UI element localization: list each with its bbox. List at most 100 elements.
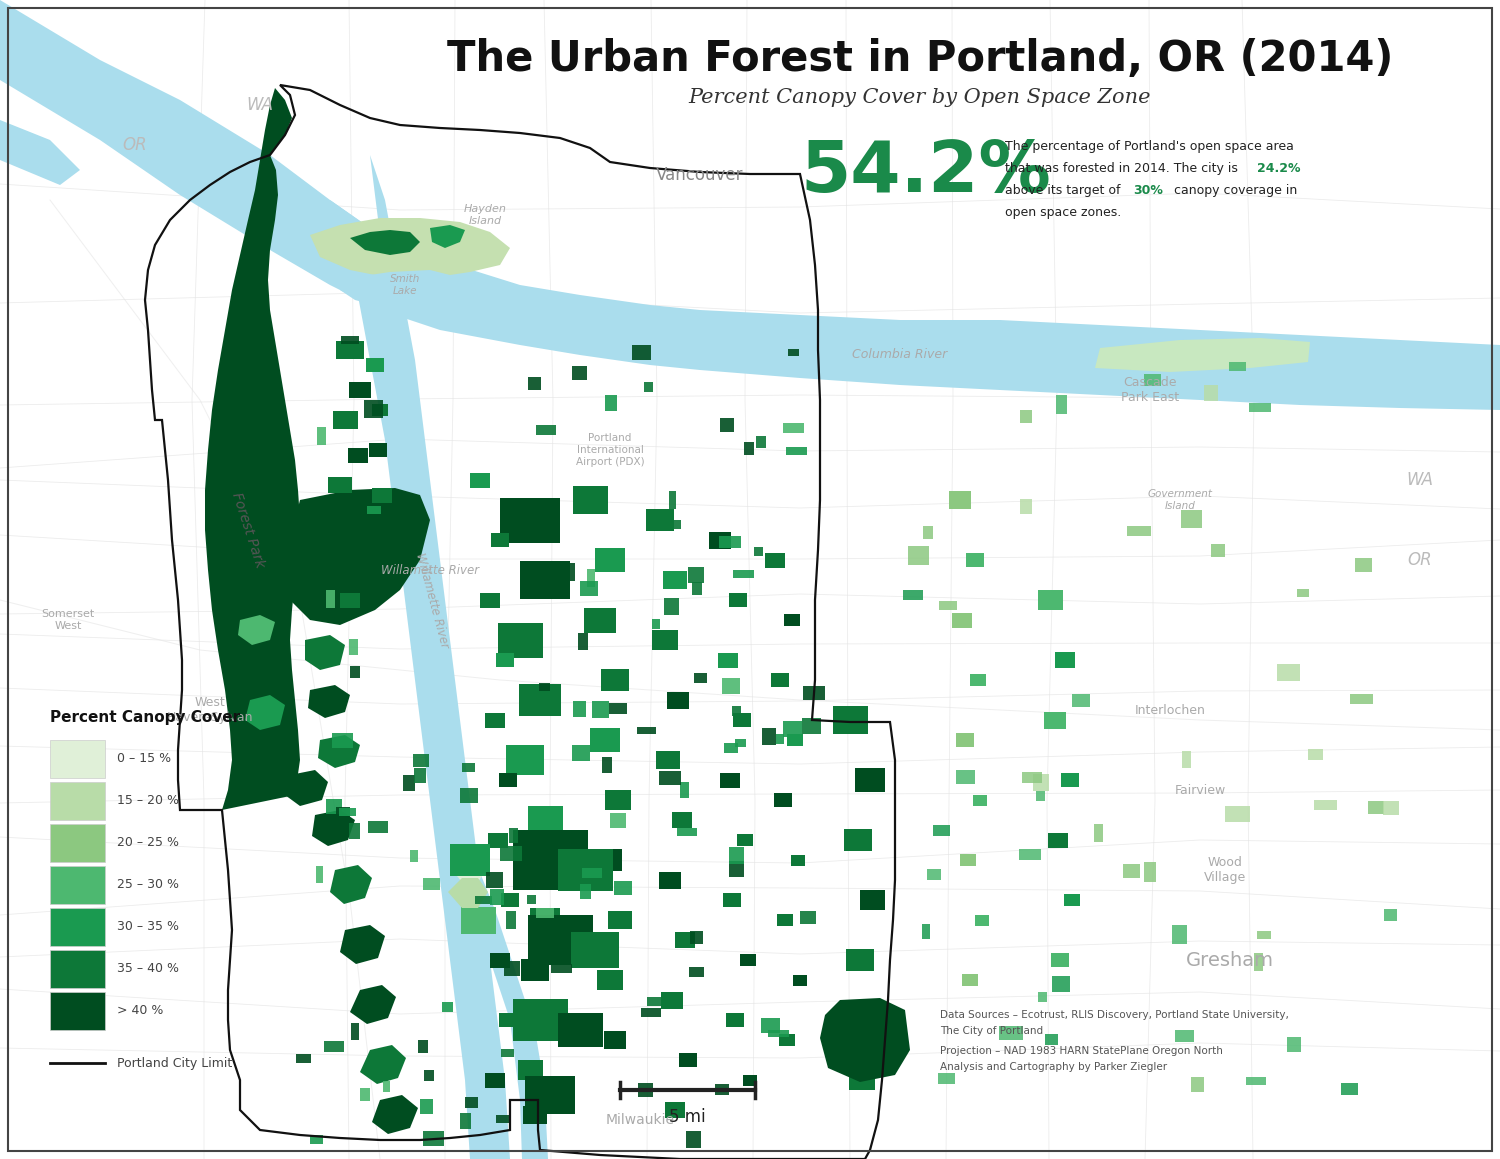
- Bar: [1038, 590, 1062, 610]
- Bar: [734, 713, 752, 727]
- Text: 0 – 15 %: 0 – 15 %: [117, 752, 171, 765]
- Bar: [1384, 910, 1396, 921]
- Bar: [800, 911, 816, 925]
- Polygon shape: [0, 0, 1500, 410]
- Bar: [692, 582, 702, 595]
- Bar: [664, 1102, 686, 1118]
- Bar: [788, 734, 802, 746]
- Bar: [369, 443, 387, 457]
- Bar: [1226, 806, 1250, 822]
- Text: 30%: 30%: [1132, 184, 1162, 197]
- Bar: [862, 1011, 886, 1029]
- Text: 30 – 35 %: 30 – 35 %: [117, 920, 178, 933]
- Text: Gresham: Gresham: [1186, 950, 1274, 969]
- Bar: [771, 673, 789, 687]
- Bar: [351, 665, 360, 678]
- Polygon shape: [285, 770, 328, 806]
- Bar: [939, 602, 957, 610]
- Bar: [922, 526, 933, 539]
- Bar: [550, 964, 573, 974]
- Bar: [1020, 500, 1032, 513]
- Bar: [1276, 664, 1300, 680]
- Bar: [939, 1073, 954, 1084]
- Bar: [844, 829, 871, 851]
- Polygon shape: [238, 615, 274, 646]
- Bar: [602, 757, 612, 773]
- Bar: [660, 511, 674, 518]
- Bar: [774, 793, 792, 807]
- Bar: [490, 953, 510, 968]
- Bar: [1254, 953, 1263, 970]
- Bar: [1314, 800, 1336, 810]
- Bar: [588, 569, 596, 588]
- Bar: [561, 563, 574, 581]
- Text: OR: OR: [1407, 551, 1432, 569]
- Text: 54.2%: 54.2%: [800, 138, 1050, 207]
- Bar: [615, 881, 632, 896]
- Bar: [651, 619, 660, 629]
- Bar: [348, 447, 368, 462]
- Bar: [1064, 894, 1080, 906]
- Bar: [609, 702, 627, 714]
- Bar: [658, 872, 681, 889]
- Bar: [783, 423, 804, 433]
- Text: The City of Portland: The City of Portland: [940, 1026, 1042, 1036]
- Bar: [450, 844, 491, 876]
- Bar: [744, 442, 754, 454]
- Bar: [975, 914, 988, 926]
- Bar: [1298, 589, 1310, 597]
- Bar: [788, 349, 800, 357]
- Bar: [999, 1026, 1023, 1040]
- Text: > 40 %: > 40 %: [117, 1005, 164, 1018]
- Text: Data Sources – Ecotrust, RLIS Discovery, Portland State University,: Data Sources – Ecotrust, RLIS Discovery,…: [940, 1009, 1288, 1020]
- Bar: [558, 1013, 603, 1047]
- Bar: [855, 768, 885, 792]
- Bar: [1246, 1077, 1266, 1086]
- Text: above its target of: above its target of: [1005, 184, 1125, 197]
- Bar: [520, 561, 570, 599]
- Bar: [322, 519, 330, 529]
- Bar: [526, 1009, 554, 1030]
- Text: Willamette River: Willamette River: [381, 563, 478, 576]
- Bar: [716, 1085, 729, 1095]
- Text: 25 – 30 %: 25 – 30 %: [117, 879, 178, 891]
- Bar: [1257, 931, 1270, 939]
- Bar: [350, 640, 358, 655]
- Polygon shape: [452, 858, 486, 882]
- Polygon shape: [312, 810, 356, 846]
- Bar: [350, 823, 360, 839]
- Bar: [672, 520, 681, 529]
- Bar: [441, 1001, 453, 1012]
- Bar: [632, 344, 651, 360]
- Text: WA: WA: [1407, 471, 1434, 489]
- Bar: [336, 341, 364, 359]
- Bar: [777, 914, 794, 926]
- Bar: [480, 592, 500, 607]
- Bar: [740, 954, 756, 965]
- Bar: [680, 782, 688, 799]
- Polygon shape: [350, 229, 420, 255]
- Bar: [735, 739, 746, 748]
- Text: 5 mi: 5 mi: [669, 1108, 706, 1127]
- Bar: [1383, 801, 1400, 815]
- Text: Analysis and Cartography by Parker Ziegler: Analysis and Cartography by Parker Ziegl…: [940, 1062, 1167, 1072]
- Text: The Urban Forest in Portland, OR (2014): The Urban Forest in Portland, OR (2014): [447, 38, 1394, 80]
- Bar: [366, 358, 384, 372]
- Bar: [1038, 992, 1047, 1001]
- Bar: [962, 974, 978, 986]
- Bar: [579, 581, 597, 596]
- Bar: [663, 571, 687, 589]
- Bar: [790, 854, 806, 866]
- Text: open space zones.: open space zones.: [1005, 206, 1120, 219]
- Bar: [1182, 751, 1191, 768]
- Polygon shape: [1095, 338, 1310, 372]
- Bar: [50, 907, 105, 946]
- Bar: [970, 675, 986, 686]
- Bar: [732, 570, 754, 578]
- Bar: [608, 911, 631, 930]
- Polygon shape: [372, 1095, 419, 1134]
- Bar: [950, 491, 970, 509]
- Bar: [350, 549, 375, 567]
- Bar: [726, 1013, 744, 1027]
- Text: 24.2%: 24.2%: [1257, 162, 1300, 175]
